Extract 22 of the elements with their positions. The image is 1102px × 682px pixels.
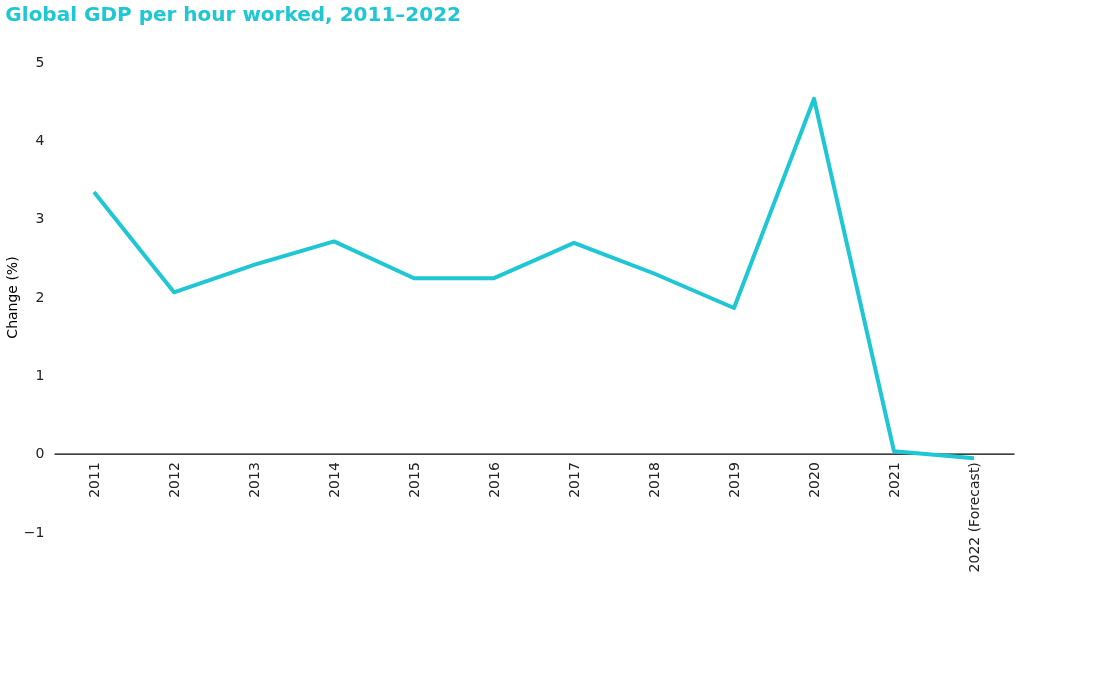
y-tick-label: 1 bbox=[35, 366, 45, 383]
y-tick-label: 3 bbox=[35, 210, 45, 227]
x-tick-label: 2018 bbox=[645, 462, 662, 498]
x-tick-label: 2011 bbox=[85, 462, 102, 498]
y-tick-label: −1 bbox=[23, 523, 45, 540]
y-tick-label: 5 bbox=[35, 53, 45, 70]
x-tick-label: 2016 bbox=[485, 462, 502, 498]
y-tick-label: 2 bbox=[35, 288, 45, 305]
x-tick-label: 2014 bbox=[325, 462, 342, 498]
x-tick-label: 2015 bbox=[405, 462, 422, 498]
chart-title: Global GDP per hour worked, 2011–2022 bbox=[5, 2, 462, 26]
x-tick-label: 2022 (Forecast) bbox=[965, 462, 982, 573]
x-tick-label: 2020 bbox=[805, 462, 822, 498]
line-series bbox=[92, 96, 976, 461]
x-tick-label: 2017 bbox=[565, 462, 582, 498]
y-tick-label: 0 bbox=[35, 445, 45, 462]
x-tick-label: 2013 bbox=[245, 462, 262, 498]
x-tick-label: 2019 bbox=[725, 462, 742, 498]
y-axis-title: Change (%) bbox=[3, 256, 20, 339]
x-tick-label: 2021 bbox=[885, 462, 902, 498]
y-tick-label: 4 bbox=[35, 131, 45, 148]
x-tick-label: 2012 bbox=[165, 462, 182, 498]
